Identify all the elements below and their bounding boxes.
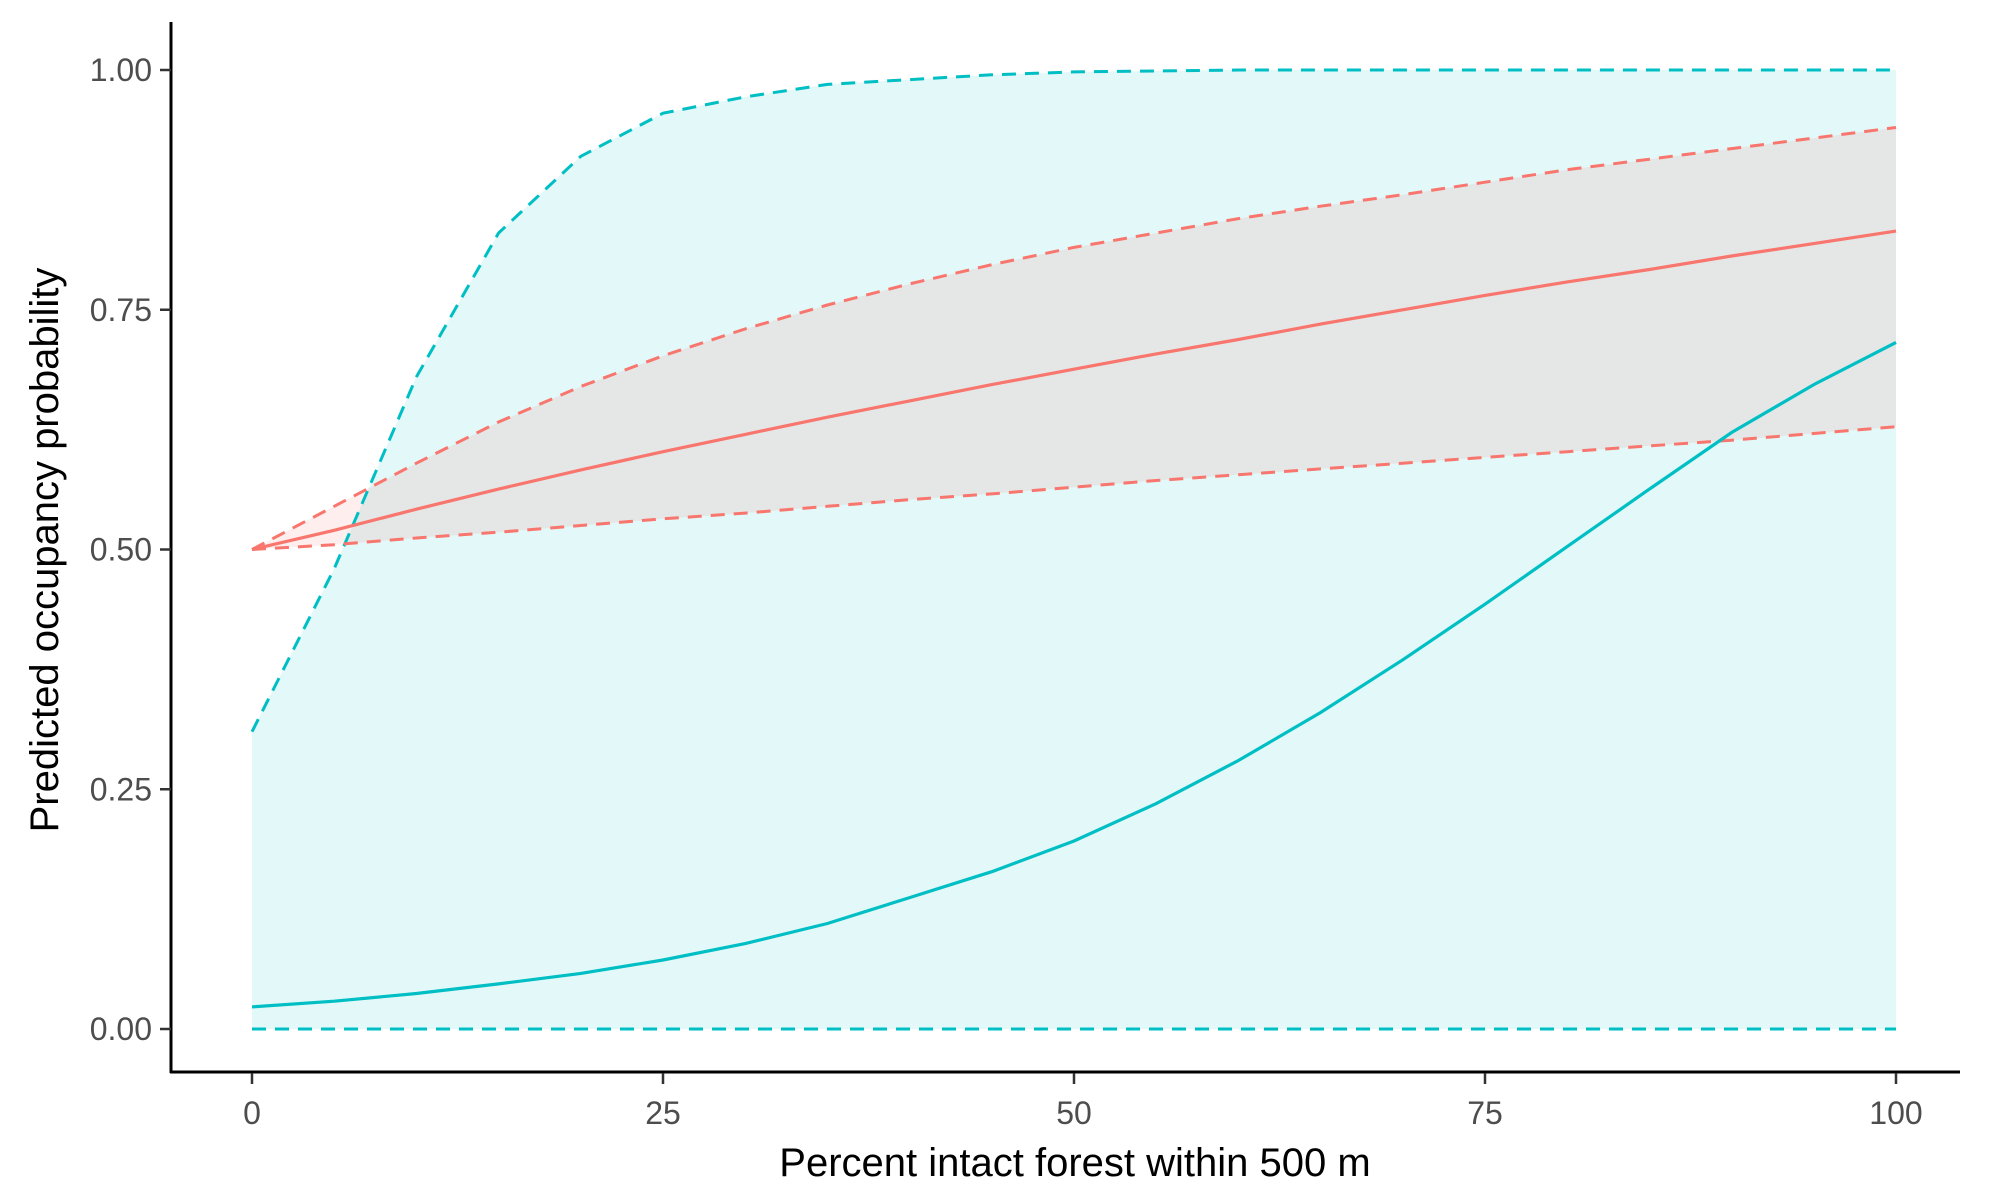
series-1-upper-bound <box>251 126 1897 551</box>
y-axis-ticks: 0.00 0.25 0.50 0.75 1.00 <box>90 52 171 1047</box>
x-axis-title: Percent intact forest within 500 m <box>779 1141 1370 1185</box>
y-tick-label: 0.00 <box>90 1011 152 1047</box>
x-tick-label: 100 <box>1869 1095 1922 1131</box>
y-tick-label: 0.25 <box>90 771 152 807</box>
x-tick-label: 0 <box>243 1095 261 1131</box>
y-axis-title: Predicted occupancy probability <box>23 268 67 833</box>
confidence-bounds <box>250 68 1897 1031</box>
series-2-confidence-ribbon <box>252 70 1896 1029</box>
series-1-estimate-line <box>251 229 1897 552</box>
confidence-ribbons <box>252 70 1896 1029</box>
estimate-lines <box>251 229 1897 1009</box>
y-tick-label: 0.75 <box>90 292 152 328</box>
x-axis-ticks: 0 25 50 75 100 <box>243 1073 1923 1131</box>
series-1-confidence-ribbon <box>252 127 1896 550</box>
x-tick-label: 75 <box>1467 1095 1503 1131</box>
x-tick-label: 25 <box>645 1095 681 1131</box>
series-2-estimate-line <box>251 340 1897 1009</box>
y-tick-label: 0.50 <box>90 532 152 568</box>
x-tick-label: 50 <box>1056 1095 1092 1131</box>
series-2-upper-bound <box>250 68 1896 733</box>
y-tick-label: 1.00 <box>90 52 152 88</box>
